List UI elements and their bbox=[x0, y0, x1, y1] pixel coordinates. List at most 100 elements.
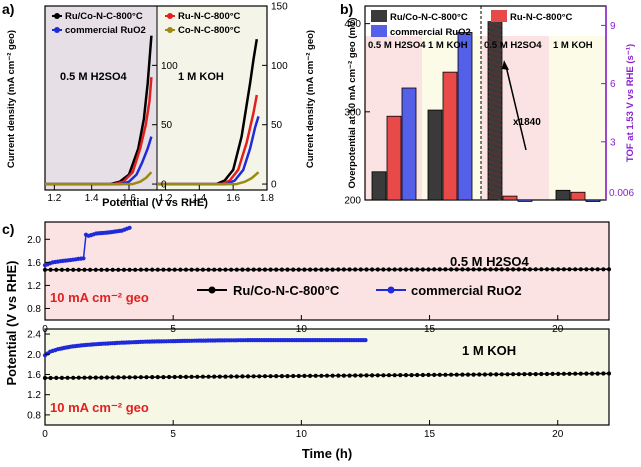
panel-b-bar-hatch bbox=[487, 66, 503, 71]
panel-c-top-marker-ru-co-n-c-800-c bbox=[584, 267, 589, 272]
panel-b-arrow-line bbox=[505, 65, 527, 151]
panel-c-bottom-marker-ru-co-n-c-800-c bbox=[539, 371, 544, 377]
panel-c-bottom-marker-ru-co-n-c-800-c bbox=[93, 375, 98, 380]
panel-c-bottom-marker-ru-co-n-c-800-c bbox=[59, 375, 64, 380]
panel-c-bottom-marker-ru-co-n-c-800-c bbox=[229, 374, 234, 379]
panel-c-bottom-marker-ru-co-n-c-800-c bbox=[245, 374, 251, 379]
panel-c-bottom-marker-ru-co-n-c-800-c bbox=[268, 374, 273, 379]
panel-c-top-marker-ru-co-n-c-800-c bbox=[302, 267, 307, 272]
panel-b-bar-hatch bbox=[487, 146, 503, 151]
legend-marker-co-n-c bbox=[167, 27, 173, 33]
panel-b-bar-hatch bbox=[487, 196, 503, 201]
panel-c-top-marker-ru-co-n-c-800-c bbox=[516, 267, 521, 272]
panel-c-bottom-marker-ru-co-n-c-800-c bbox=[121, 375, 127, 380]
panel-c-top-marker-ru-co-n-c-800-c bbox=[121, 267, 127, 272]
panel-b-bar-hatch bbox=[487, 41, 503, 46]
panel-c-bottom-marker-ru-co-n-c-800-c bbox=[54, 375, 59, 380]
panel-c-bottom-marker-ru-co-n-c-800-c bbox=[82, 375, 87, 380]
panel-c-bottom-marker-ru-co-n-c-800-c bbox=[398, 373, 403, 378]
panel-c-bottom-marker-ru-co-n-c-800-c bbox=[76, 375, 81, 380]
panel-c-top-marker-ru-co-n-c-800-c bbox=[449, 267, 454, 272]
legend-label-c-ru-co-n-c: Ru/Co-N-C-800°C bbox=[233, 283, 340, 298]
panel-c-top-marker-ru-co-n-c-800-c bbox=[212, 267, 217, 272]
panel-c-bottom-marker-ru-co-n-c-800-c bbox=[488, 372, 493, 377]
panel-c-top-marker-ru-co-n-c-800-c bbox=[392, 267, 397, 272]
panel-b-annotation: x1840 bbox=[513, 117, 541, 128]
panel-b-bar-hatch bbox=[487, 171, 503, 176]
panel-c-bottom-marker-ru-co-n-c-800-c bbox=[364, 373, 369, 378]
panel-c-bottom-marker-ru-co-n-c-800-c bbox=[420, 372, 425, 378]
panel-c-bottom-marker-ru-co-n-c-800-c bbox=[386, 373, 392, 378]
panel-c-top-marker-ru-co-n-c-800-c bbox=[426, 267, 431, 272]
panel-c-top-marker-ru-co-n-c-800-c bbox=[274, 267, 279, 272]
panel-c-bottom-marker-ru-co-n-c-800-c bbox=[262, 374, 268, 379]
panel-c-bottom-xtick-label: 10 bbox=[296, 429, 308, 440]
panel-c-top-ytick-label: 1.2 bbox=[27, 281, 41, 292]
panel-c-top-marker-ru-co-n-c-800-c bbox=[296, 267, 301, 272]
panel-c-bottom-marker-ru-co-n-c-800-c bbox=[375, 373, 380, 378]
panel-c-top-marker-ru-co-n-c-800-c bbox=[88, 267, 93, 272]
panel-c-top-marker-ru-co-n-c-800-c bbox=[556, 267, 561, 272]
panel-c-bottom-marker-ru-co-n-c-800-c bbox=[65, 375, 70, 380]
panel-c-top-marker-ru-co-n-c-800-c bbox=[539, 267, 544, 272]
panel-b-bar-hatch bbox=[487, 131, 503, 136]
panel-c-top-marker-ru-co-n-c-800-c bbox=[71, 267, 76, 272]
panel-c-bottom-plot bbox=[42, 338, 612, 381]
panel-c-bottom-marker-ru-co-n-c-800-c bbox=[189, 374, 194, 379]
panel-c-top-electrolyte: 0.5 M H2SO4 bbox=[450, 254, 530, 269]
panel-c-top-marker-ru-co-n-c-800-c bbox=[262, 267, 268, 272]
panel-c-bottom-marker-ru-co-n-c-800-c bbox=[291, 373, 296, 379]
panel-c-bottom-marker-ru-co-n-c-800-c bbox=[296, 373, 301, 379]
panel-c-top-marker-ru-co-n-c-800-c bbox=[544, 267, 550, 272]
panel-c-top-marker-ru-co-n-c-800-c bbox=[454, 267, 459, 272]
panel-a-ticks: 1.2 1.4 1.6 1.2 1.4 1.6 1.8 0 50 100 0 50 100 150 bbox=[47, 2, 288, 205]
panel-a-right-ytick-label: 0 bbox=[271, 180, 277, 191]
panel-c-top-marker-ru-co-n-c-800-c bbox=[144, 267, 149, 272]
panel-c-bottom-marker-ru-co-n-c-800-c bbox=[251, 374, 256, 379]
panel-c-bottom-marker-ru-co-n-c-800-c bbox=[155, 375, 160, 380]
panel-c-bottom-marker-ru-co-n-c-800-c bbox=[99, 375, 104, 380]
panel-c-ylabel: Potential (V vs RHE) bbox=[4, 261, 19, 386]
panel-b-bar-hatch bbox=[487, 71, 503, 76]
panel-b-bar-0-5-m-h2so4-TOF-ru-n-c-800-c bbox=[502, 195, 518, 201]
panel-a-chart: 1.2 1.4 1.6 1.2 1.4 1.6 1.8 0 50 100 0 50 100 150 Ru/… bbox=[6, 2, 316, 210]
panel-c-bottom-marker-ru-co-n-c-800-c bbox=[409, 373, 414, 378]
legend-marker-ru-co-n-c bbox=[54, 13, 60, 19]
panel-c-bottom-marker-ru-co-n-c-800-c bbox=[443, 372, 448, 377]
panel-c-top-marker-ru-co-n-c-800-c bbox=[172, 267, 177, 272]
panel-c-bottom-marker-ru-co-n-c-800-c bbox=[550, 371, 555, 376]
panel-c-top-marker-ru-co-n-c-800-c bbox=[308, 267, 313, 272]
panel-b-legend: Ru/Co-N-C-800°C commercial RuO2 Ru-N-C-8… bbox=[371, 10, 573, 38]
panel-c-top-marker-ru-co-n-c-800-c bbox=[155, 267, 160, 272]
panel-c-bottom-marker-ru-co-n-c-800-c bbox=[499, 372, 504, 377]
panel-a-right-xtick-label: 1.8 bbox=[260, 193, 274, 204]
panel-c-top-marker-ru-co-n-c-800-c bbox=[590, 267, 595, 272]
panel-a-right-xtick-label: 1.6 bbox=[226, 193, 240, 204]
panel-c-top-marker-ru-co-n-c-800-c bbox=[341, 267, 346, 272]
panel-a-right-ytick-label: 100 bbox=[271, 61, 288, 72]
panel-c-top-marker-ru-co-n-c-800-c bbox=[409, 267, 414, 272]
panel-a-right-plot bbox=[157, 38, 260, 186]
panel-c-bottom-marker-ru-co-n-c-800-c bbox=[88, 375, 93, 380]
panel-c-top-marker-ru-co-n-c-800-c bbox=[245, 267, 251, 272]
panel-b-bar-hatch bbox=[487, 151, 503, 156]
panel-c-bottom-marker-ru-co-n-c-800-c bbox=[437, 372, 442, 377]
panel-c-bottom-marker-ru-co-n-c-800-c bbox=[482, 372, 487, 377]
panel-a-frame bbox=[44, 5, 268, 191]
panel-c-bottom-marker-ru-co-n-c-800-c bbox=[432, 372, 437, 377]
panel-b-bar-hatch bbox=[487, 61, 503, 66]
panel-a-left-xtick-label: 1.4 bbox=[85, 193, 99, 204]
panel-c-top-xtick-label: 10 bbox=[296, 324, 308, 335]
panel-c-bottom-marker-ru-co-n-c-800-c bbox=[200, 374, 205, 379]
panel-b-bar-hatch bbox=[487, 191, 503, 196]
panel-c-bottom-marker-ru-co-n-c-800-c bbox=[465, 372, 471, 377]
panel-c-top-marker-ru-co-n-c-800-c bbox=[398, 267, 403, 272]
panel-c-top-marker-ru-co-n-c-800-c bbox=[432, 267, 437, 272]
panel-c-top-marker-commercial-ruo2 bbox=[81, 256, 86, 261]
panel-c-top-marker-ru-co-n-c-800-c bbox=[381, 267, 386, 272]
legend-swatch-ru-n-c bbox=[491, 10, 507, 22]
panel-c-top-marker-ru-co-n-c-800-c bbox=[195, 267, 200, 272]
panel-c-top-xtick-label: 20 bbox=[552, 324, 564, 335]
panel-c-xlabel: Time (h) bbox=[302, 446, 352, 461]
panel-b-group-label-3: 0.5 M H2SO4 bbox=[484, 40, 542, 51]
